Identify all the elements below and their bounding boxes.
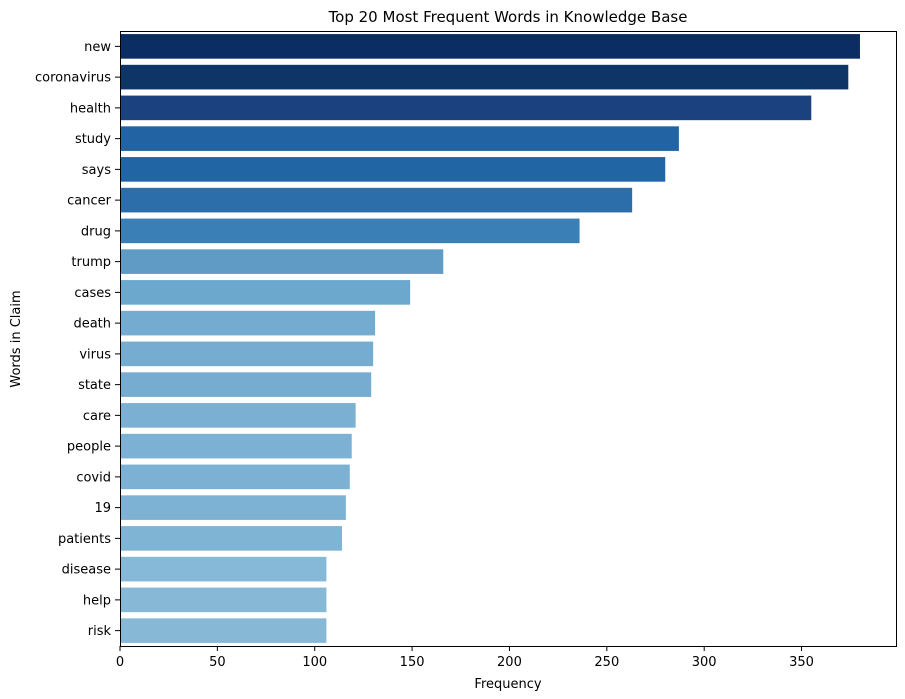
y-ticks-group: new coronavirus health study says cancer drug t…: [35, 40, 120, 639]
bar-study: [120, 126, 679, 151]
bar-19: [120, 495, 346, 520]
x-tick-label: 350: [789, 655, 814, 670]
bar-cancer: [120, 187, 633, 213]
plot-frame: [120, 31, 897, 647]
x-axis-label: Frequency: [474, 677, 541, 692]
y-tick-label: virus: [79, 347, 111, 362]
bar-virus: [120, 341, 374, 367]
y-tick-label: trump: [71, 255, 111, 270]
chart-title: Top 20 Most Frequent Words in Knowledge …: [328, 8, 688, 26]
bar-says: [120, 157, 666, 182]
x-tick-label: 50: [209, 655, 226, 670]
bar-help: [120, 587, 327, 613]
bar-state: [120, 372, 372, 397]
x-tick-label: 200: [497, 655, 522, 670]
y-tick-label: health: [70, 101, 111, 116]
x-tick-label: 150: [400, 655, 425, 670]
y-tick-label: 19: [94, 501, 111, 516]
y-tick-label: care: [83, 409, 111, 424]
bar-disease: [120, 556, 327, 582]
bars-group: [120, 34, 860, 643]
bar-patients: [120, 526, 342, 551]
bar-care: [120, 403, 356, 428]
y-tick-label: says: [82, 163, 111, 178]
x-ticks-group: 0 50 100 150 200 250 300 350: [116, 646, 814, 670]
y-axis-label: Words in Claim: [9, 290, 24, 387]
y-tick-label: disease: [62, 563, 111, 578]
bar-cases: [120, 280, 411, 305]
y-tick-label: cases: [74, 286, 111, 301]
y-tick-label: drug: [81, 224, 111, 239]
x-tick-label: 100: [302, 655, 327, 670]
y-tick-label: people: [67, 440, 111, 455]
y-tick-label: covid: [76, 470, 111, 485]
y-tick-label: new: [84, 40, 111, 55]
y-tick-label: study: [75, 132, 111, 147]
y-tick-label: patients: [58, 532, 111, 547]
y-tick-label: risk: [88, 624, 112, 639]
bar-health: [120, 95, 812, 121]
x-tick-label: 300: [692, 655, 717, 670]
x-tick-label: 250: [594, 655, 619, 670]
y-tick-label: state: [78, 378, 111, 393]
bar-trump: [120, 249, 444, 274]
y-tick-label: death: [73, 317, 111, 332]
y-tick-label: coronavirus: [35, 71, 111, 86]
x-tick-label: 0: [116, 655, 124, 670]
bar-drug: [120, 218, 580, 244]
bar-coronavirus: [120, 64, 849, 90]
y-tick-label: help: [83, 593, 111, 608]
bar-covid: [120, 464, 350, 490]
bar-people: [120, 433, 352, 459]
bar-death: [120, 310, 376, 336]
bar-risk: [120, 618, 327, 643]
bar-new: [120, 34, 860, 59]
y-tick-label: cancer: [67, 194, 111, 209]
